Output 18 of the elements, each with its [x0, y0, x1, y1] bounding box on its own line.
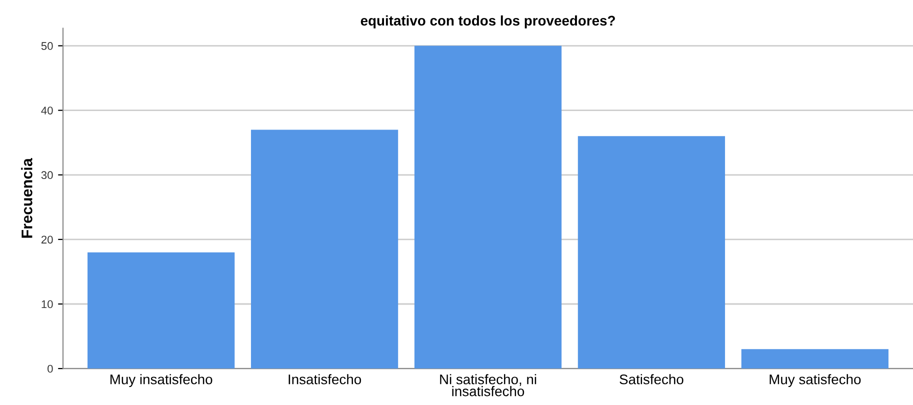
chart-title: equitativo con todos los proveedores? [360, 15, 615, 28]
y-axis-title: Frecuencia [21, 158, 32, 238]
bar [88, 252, 235, 369]
y-tick-label: 10 [42, 300, 53, 308]
bar [414, 46, 562, 369]
y-tick-label: 20 [41, 236, 53, 244]
y-tick-label: 30 [41, 171, 53, 180]
bar [250, 130, 398, 369]
bar [578, 136, 726, 369]
x-tick-label: Satisfecho [620, 374, 684, 384]
y-tick-label: 50 [41, 42, 53, 50]
x-tick-label: Ni satisfecho, ni insatisfecho [440, 374, 536, 396]
y-tick-label: 0 [48, 364, 53, 373]
x-tick-label: Muy insatisfecho [110, 374, 212, 388]
x-tick-label: Insatisfecho [288, 374, 362, 384]
x-tick-label: Muy satisfecho [770, 374, 861, 388]
bar [741, 349, 888, 369]
y-tick-label: 40 [41, 106, 53, 114]
